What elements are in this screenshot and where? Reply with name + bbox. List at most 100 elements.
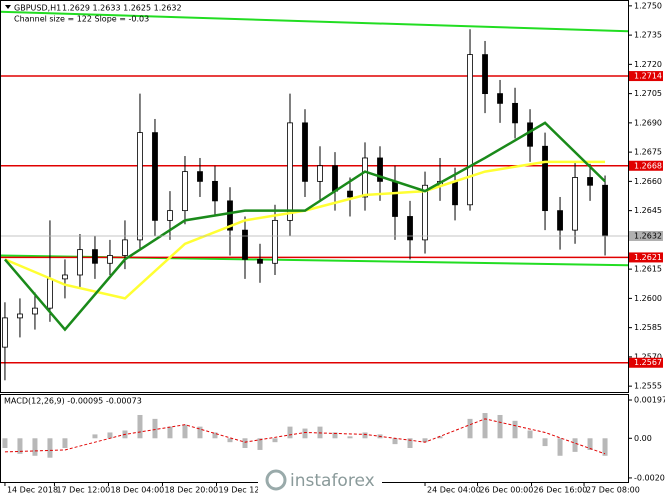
y-tick-label: 0.00	[634, 434, 652, 443]
candle-body	[392, 180, 398, 217]
candle-body	[17, 313, 23, 319]
y-tick-label: 1.2555	[634, 382, 662, 391]
candle-body	[572, 177, 578, 231]
candle-body	[152, 132, 158, 221]
candle-body	[452, 180, 458, 206]
macd-bar	[197, 426, 203, 439]
candle-body	[347, 190, 353, 198]
candle-body	[482, 54, 488, 95]
candle-body	[422, 184, 428, 241]
candle-body	[242, 229, 248, 260]
macd-bar	[2, 438, 8, 449]
macd-title: MACD(12,26,9) -0.00095 -0.00073	[4, 397, 142, 406]
x-tick-label: 27 Dec 08:00	[586, 486, 640, 495]
macd-bar	[32, 438, 38, 456]
macd-bar	[347, 436, 353, 439]
level-label: 1.2714	[634, 72, 662, 81]
x-tick-label: 26 Dec 16:00	[534, 486, 588, 495]
macd-bar	[107, 432, 113, 439]
candle-body	[467, 54, 473, 206]
candle-body	[182, 171, 188, 212]
macd-bar	[407, 438, 413, 449]
price-frame	[0, 0, 629, 393]
y-tick-label: 1.2585	[634, 323, 662, 332]
watermark-text: instaforex	[290, 471, 375, 491]
level-tag	[629, 71, 663, 82]
candle-body	[287, 122, 293, 221]
x-tick-label: 18 Dec 04:00	[110, 486, 164, 495]
level-tag	[629, 252, 663, 263]
macd-bar	[212, 432, 218, 439]
level-label: 1.2668	[634, 161, 662, 170]
candle-body	[197, 171, 203, 182]
candle-body	[587, 177, 593, 186]
y-tick-label: 1.2645	[634, 206, 662, 215]
macd-bar	[227, 438, 233, 443]
candle-body	[257, 258, 263, 264]
level-tag	[629, 357, 663, 368]
x-tick-label: 19 Dec 12:00	[218, 486, 272, 495]
macd-bar	[437, 436, 443, 439]
y-tick-label: 1.2750	[634, 1, 662, 10]
y-tick-label: 1.2660	[634, 177, 662, 186]
candle-body	[227, 200, 233, 231]
candle-body	[497, 93, 503, 104]
symbol: GBPUSD,H1	[14, 4, 61, 13]
candle-body	[557, 210, 563, 231]
candle-body	[317, 165, 323, 182]
watermark: instaforex	[258, 465, 382, 495]
moving-average	[4, 121, 606, 332]
y-tick-label: 1.2615	[634, 265, 662, 274]
y-tick-label: 1.2690	[634, 118, 662, 127]
ohlc: 1.2629 1.2633 1.2625 1.2632	[62, 4, 182, 13]
channel-upper	[0, 10, 629, 33]
candle-body	[377, 157, 383, 182]
candle-body	[332, 165, 338, 192]
macd-bar	[392, 438, 398, 445]
x-tick-label: 24 Dec 04:00	[427, 486, 481, 495]
watermark-icon	[265, 469, 287, 491]
macd-bar	[242, 438, 248, 449]
candle-body	[32, 307, 38, 315]
macd-bar	[182, 424, 188, 439]
macd-bar	[137, 414, 143, 439]
current-price-label: 1.2632	[634, 231, 662, 240]
macd-bar	[272, 438, 278, 443]
y-tick-label: 1.2705	[634, 89, 662, 98]
current-price-tag	[629, 230, 663, 241]
macd-bar	[557, 438, 563, 456]
menu-arrow	[5, 5, 11, 9]
macd-bar	[542, 438, 548, 447]
y-tick-label: 0.00197	[634, 396, 665, 405]
macd-bar	[467, 418, 473, 439]
candle-body	[77, 249, 83, 276]
macd-bar	[482, 413, 488, 439]
candle-body	[212, 180, 218, 202]
candle-body	[137, 132, 143, 241]
level-label: 1.2567	[634, 358, 662, 367]
macd-bar	[512, 420, 518, 439]
macd-bar	[302, 428, 308, 439]
candle-body	[362, 157, 368, 198]
macd-bar	[287, 426, 293, 439]
macd-bar	[497, 414, 503, 439]
channel-info: Channel size = 122 Slope = -0.03	[14, 15, 149, 24]
candle-body	[107, 255, 113, 264]
macd-bar	[587, 438, 593, 450]
macd-bar	[17, 438, 23, 454]
macd-bar	[332, 432, 338, 439]
x-tick-label: 17 Dec 12:00	[56, 486, 110, 495]
macd-bar	[62, 438, 68, 449]
candle-body	[527, 122, 533, 147]
y-tick-label: 1.2675	[634, 148, 662, 157]
candle-body	[47, 278, 53, 309]
x-tick-label: 14 Dec 2018	[7, 486, 58, 495]
macd-bar	[167, 426, 173, 439]
y-tick-label: 1.2570	[634, 352, 662, 361]
macd-bar	[257, 438, 263, 450]
candle-body	[542, 145, 548, 212]
level-label: 1.2621	[634, 253, 662, 262]
x-tick-label: 26 Dec 00:00	[480, 486, 534, 495]
